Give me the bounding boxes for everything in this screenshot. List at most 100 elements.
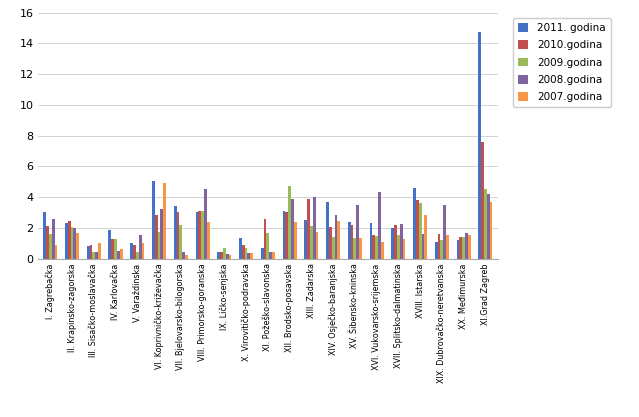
Bar [484, 189, 487, 259]
Bar [438, 234, 440, 259]
Bar [111, 239, 114, 259]
Bar [351, 225, 353, 259]
Bar [381, 241, 383, 259]
Bar [462, 237, 465, 259]
Bar [220, 251, 223, 259]
Bar [196, 212, 198, 259]
Bar [416, 200, 419, 259]
Bar [130, 243, 133, 259]
Bar [49, 234, 52, 259]
Bar [43, 212, 46, 259]
Bar [310, 226, 312, 259]
Bar [133, 245, 136, 259]
Legend: 2011. godina, 2010.godina, 2009.godina, 2008.godina, 2007.godina: 2011. godina, 2010.godina, 2009.godina, … [513, 18, 611, 107]
Bar [403, 239, 405, 259]
Bar [435, 242, 438, 259]
Bar [348, 222, 351, 259]
Bar [54, 246, 58, 259]
Bar [378, 192, 381, 259]
Bar [288, 186, 291, 259]
Bar [264, 219, 266, 259]
Bar [337, 221, 340, 259]
Bar [353, 238, 357, 259]
Bar [207, 222, 210, 259]
Bar [176, 212, 180, 259]
Bar [68, 221, 71, 259]
Bar [487, 194, 489, 259]
Bar [245, 248, 247, 259]
Bar [152, 181, 155, 259]
Bar [98, 243, 101, 259]
Bar [65, 223, 68, 259]
Bar [185, 255, 188, 259]
Bar [155, 215, 158, 259]
Bar [334, 215, 337, 259]
Bar [312, 197, 316, 259]
Bar [443, 205, 446, 259]
Bar [139, 236, 142, 259]
Bar [394, 225, 397, 259]
Bar [109, 230, 111, 259]
Bar [114, 239, 117, 259]
Bar [201, 211, 204, 259]
Bar [479, 33, 481, 259]
Bar [400, 224, 403, 259]
Bar [223, 248, 226, 259]
Bar [419, 203, 422, 259]
Bar [261, 248, 264, 259]
Bar [242, 246, 245, 259]
Bar [229, 256, 231, 259]
Bar [291, 199, 294, 259]
Bar [160, 209, 164, 259]
Bar [73, 228, 76, 259]
Bar [119, 249, 123, 259]
Bar [304, 220, 307, 259]
Bar [117, 251, 119, 259]
Bar [136, 252, 139, 259]
Bar [307, 198, 310, 259]
Bar [95, 251, 98, 259]
Bar [369, 223, 373, 259]
Bar [468, 236, 471, 259]
Bar [422, 234, 424, 259]
Bar [71, 227, 73, 259]
Bar [326, 202, 329, 259]
Bar [180, 225, 182, 259]
Bar [226, 254, 229, 259]
Bar [373, 235, 375, 259]
Bar [286, 212, 288, 259]
Bar [397, 236, 400, 259]
Bar [266, 233, 269, 259]
Bar [413, 188, 416, 259]
Bar [459, 237, 462, 259]
Bar [174, 206, 176, 259]
Bar [456, 240, 459, 259]
Bar [440, 240, 443, 259]
Bar [142, 243, 144, 259]
Bar [294, 222, 296, 259]
Bar [198, 211, 201, 259]
Bar [247, 253, 250, 259]
Bar [269, 252, 272, 259]
Bar [282, 211, 286, 259]
Bar [391, 228, 394, 259]
Bar [182, 251, 185, 259]
Bar [76, 233, 79, 259]
Bar [332, 237, 334, 259]
Bar [375, 236, 378, 259]
Bar [52, 219, 54, 259]
Bar [46, 226, 49, 259]
Bar [316, 232, 318, 259]
Bar [93, 252, 95, 259]
Bar [272, 251, 275, 259]
Bar [164, 183, 166, 259]
Bar [465, 233, 468, 259]
Bar [87, 246, 89, 259]
Bar [424, 215, 427, 259]
Bar [489, 202, 493, 259]
Bar [89, 246, 93, 259]
Bar [446, 236, 449, 259]
Bar [359, 238, 362, 259]
Bar [481, 142, 484, 259]
Bar [250, 253, 253, 259]
